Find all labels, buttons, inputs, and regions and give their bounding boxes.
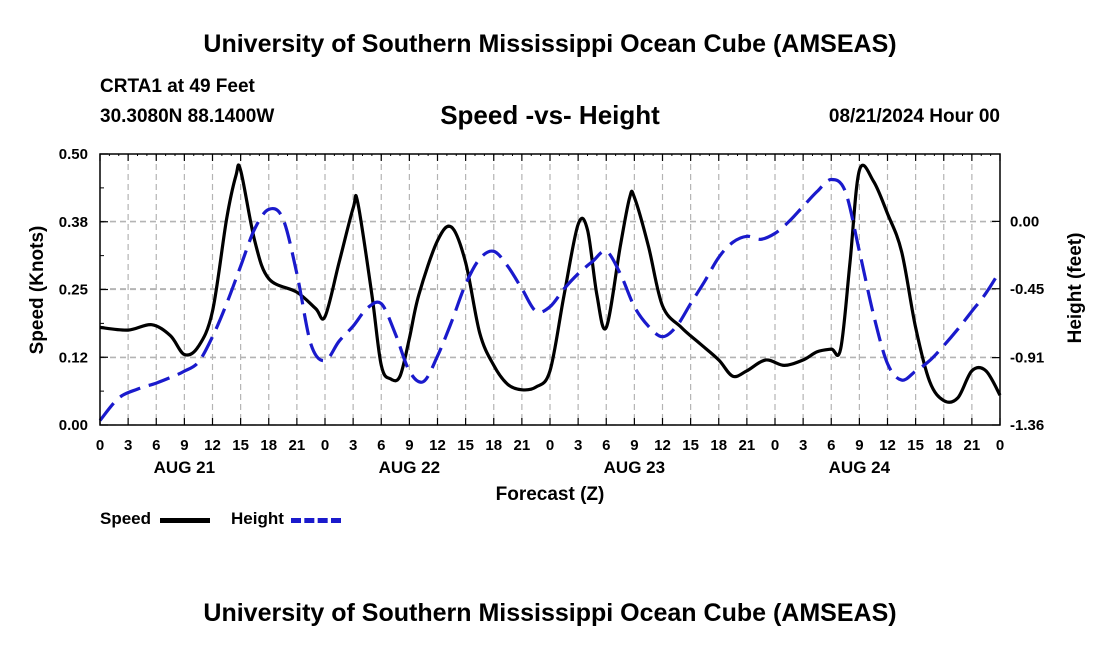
x-tick-label: 15 — [232, 437, 249, 454]
series-layer — [98, 163, 1002, 422]
x-tick-label: 9 — [630, 437, 638, 454]
x-tick-label: 6 — [152, 437, 160, 454]
x-axis-title: Forecast (Z) — [496, 484, 605, 505]
series-line-speed — [99, 163, 1002, 404]
x-tick-label: 9 — [855, 437, 863, 454]
day-label: AUG 24 — [829, 458, 891, 477]
x-tick-label: 18 — [260, 437, 277, 454]
series-line-height — [98, 177, 1002, 422]
station-coordinates: 30.3080N 88.1400W — [100, 106, 275, 127]
x-tick-label: 18 — [710, 437, 727, 454]
y-left-tick-label: 0.50 — [59, 146, 88, 163]
x-tick-label: 3 — [349, 437, 357, 454]
x-tick-label: 21 — [964, 437, 981, 454]
x-tick-label: 9 — [405, 437, 413, 454]
y-left-tick-label: 0.38 — [59, 214, 88, 231]
x-tick-label: 15 — [907, 437, 924, 454]
y-left-tick-label: 0.25 — [59, 282, 88, 299]
y-left-tick-label: 0.12 — [59, 349, 88, 366]
x-tick-label: 6 — [377, 437, 385, 454]
footer-title: University of Southern Mississippi Ocean… — [203, 599, 897, 627]
legend-height-line — [291, 518, 341, 523]
y-right-tick-label: -0.91 — [1010, 350, 1044, 367]
x-tick-label: 0 — [96, 437, 104, 454]
x-tick-label: 18 — [935, 437, 952, 454]
x-tick-label: 21 — [739, 437, 756, 454]
axis-layer: 0 3 6 9 12 15 18 21 0 3 6 9 12 15 18 21 0 3 6 9 12 15 18 21 0 3 6 9… — [59, 146, 1044, 477]
x-tick-label: 12 — [879, 437, 896, 454]
x-tick-label: 12 — [204, 437, 221, 454]
y-axis-left-title: Speed (Knots) — [27, 226, 48, 355]
y-right-tick-label: -0.45 — [1010, 281, 1044, 298]
x-tick-label: 0 — [771, 437, 779, 454]
x-tick-label: 21 — [289, 437, 306, 454]
x-tick-label: 0 — [321, 437, 329, 454]
station-name: CRTA1 at 49 Feet — [100, 76, 255, 97]
y-left-tick-label: 0.00 — [59, 417, 88, 434]
x-tick-label: 12 — [654, 437, 671, 454]
chart-title: Speed -vs- Height — [440, 100, 660, 130]
day-label: AUG 23 — [604, 458, 665, 477]
x-tick-label: 18 — [485, 437, 502, 454]
x-tick-label: 3 — [124, 437, 132, 454]
legend-speed-label: Speed — [100, 509, 152, 528]
day-label: AUG 22 — [379, 458, 440, 477]
x-tick-label: 21 — [514, 437, 531, 454]
x-tick-label: 15 — [682, 437, 699, 454]
x-tick-label: 9 — [180, 437, 188, 454]
grid-layer — [100, 154, 1000, 426]
y-right-tick-label: -1.36 — [1010, 417, 1044, 434]
x-tick-label: 0 — [546, 437, 554, 454]
main-title: University of Southern Mississippi Ocean… — [203, 30, 897, 58]
forecast-time: 08/21/2024 Hour 00 — [828, 106, 1000, 127]
x-tick-label: 15 — [457, 437, 474, 454]
legend-speed-line — [160, 518, 210, 523]
y-axis-right-title: Height (feet) — [1065, 233, 1086, 344]
legend-height-label: Height — [231, 509, 284, 528]
x-tick-label: 12 — [429, 437, 446, 454]
y-right-tick-label: 0.00 — [1010, 213, 1039, 230]
x-tick-label: 3 — [574, 437, 582, 454]
x-tick-label: 3 — [799, 437, 807, 454]
x-tick-label: 6 — [827, 437, 835, 454]
x-tick-label: 6 — [602, 437, 610, 454]
x-tick-label: 0 — [996, 437, 1004, 454]
day-label: AUG 21 — [154, 458, 215, 477]
